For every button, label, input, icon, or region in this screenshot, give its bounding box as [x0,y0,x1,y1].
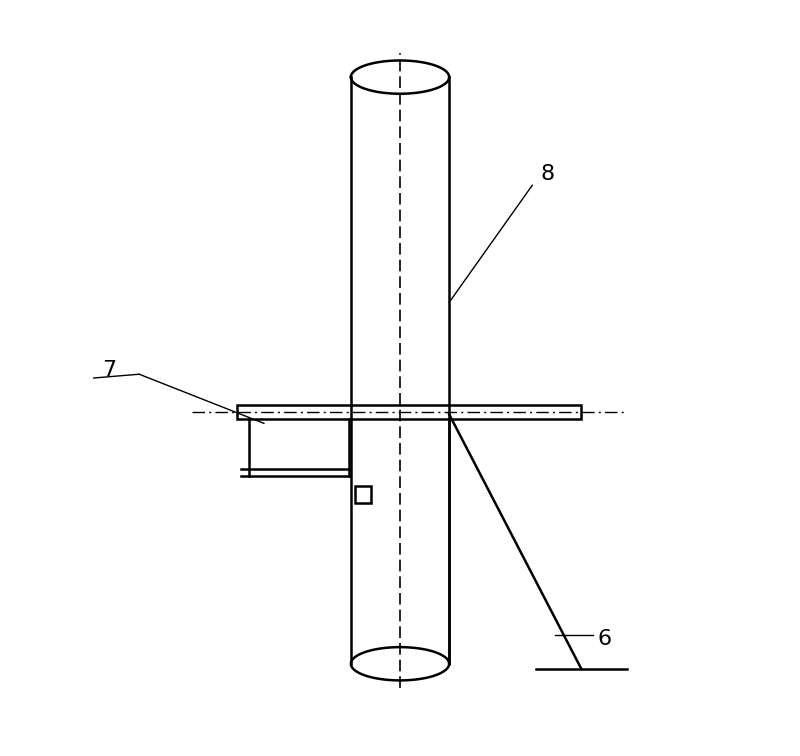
Text: 8: 8 [540,164,554,184]
Bar [354,486,371,503]
Bar [238,405,582,419]
Text: 7: 7 [102,361,116,380]
Text: 6: 6 [597,629,611,649]
